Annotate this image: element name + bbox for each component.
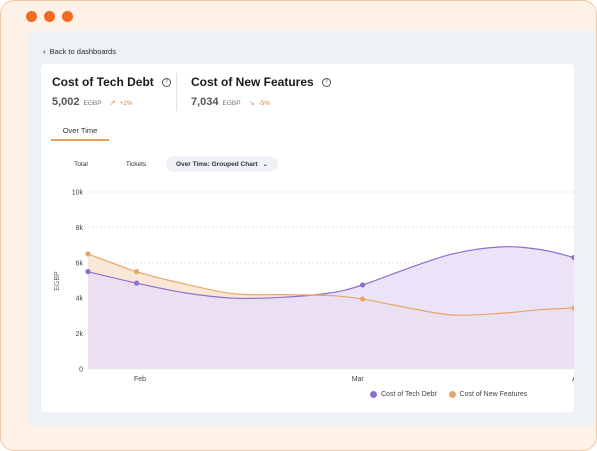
metric-title: Cost of Tech Debt [52, 75, 154, 89]
window-dot-maximize[interactable] [62, 11, 73, 22]
metric-new-features: Cost of New Features ? 7,034 EGBP ↘ -5% [191, 75, 331, 108]
y-tick-label: 0 [79, 367, 83, 374]
trend-down-icon: ↘ [248, 100, 255, 107]
series-line [87, 253, 574, 316]
y-axis-label: EGBP [54, 271, 61, 291]
y-tick-label: 2k [76, 331, 84, 338]
data-point[interactable] [571, 305, 574, 311]
chart-areas [88, 246, 574, 369]
y-tick-label: 10k [72, 190, 84, 197]
data-point[interactable] [85, 251, 91, 257]
chart-lines [87, 246, 574, 316]
data-point[interactable] [359, 296, 366, 302]
data-point[interactable] [571, 254, 574, 261]
series-area [88, 246, 574, 369]
help-icon[interactable]: ? [321, 77, 331, 87]
data-point[interactable] [359, 282, 366, 288]
metric-unit: EGBP [83, 100, 102, 107]
area-chart: 10k 8k 6k 4k 2k 0 Feb Mar Ap EGBP [54, 190, 574, 384]
chart-ticks: 10k 8k 6k 4k 2k 0 Feb Mar Ap [72, 190, 574, 384]
subtab-grouped-chart[interactable]: Over Time: Grouped Chart ⌄ [166, 156, 278, 172]
x-tick-label: Mar [352, 376, 365, 383]
back-link-label: Back to dashboards [49, 47, 116, 56]
metric-change: -5% [258, 100, 271, 107]
chart-mode-tabs: Total Tickets Over Time: Grouped Chart ⌄ [56, 156, 278, 172]
metric-unit: EGBP [222, 100, 241, 107]
y-tick-label: 6k [76, 260, 84, 267]
chart-legend: Cost of Tech Debt Cost of New Features [370, 391, 527, 398]
chevron-down-icon: ⌄ [262, 161, 268, 168]
legend-item-new-features[interactable]: Cost of New Features [448, 391, 528, 398]
subtab-tickets[interactable]: Tickets [125, 160, 147, 168]
metric-tech-debt: Cost of Tech Debt ? 5,002 EGBP ↗ +2% [52, 75, 171, 108]
legend-item-tech-debt[interactable]: Cost of Tech Debt [370, 391, 437, 398]
x-tick-label: Ap [572, 376, 574, 383]
data-point[interactable] [85, 269, 91, 275]
window-dot-minimize[interactable] [44, 11, 55, 22]
series-line [87, 246, 574, 300]
trend-up-icon: ↗ [109, 100, 116, 107]
legend-label: Cost of New Features [459, 391, 528, 398]
metric-title: Cost of New Features [191, 75, 314, 89]
data-point[interactable] [134, 280, 140, 286]
subtab-total[interactable]: Total [74, 160, 88, 168]
metric-divider [176, 73, 177, 111]
metric-value: 7,034 [191, 96, 219, 108]
window-controls [26, 11, 73, 22]
y-tick-label: 8k [76, 225, 84, 232]
chart-points [85, 251, 574, 311]
legend-label: Cost of Tech Debt [381, 391, 437, 398]
subtab-grouped-chart-label: Over Time: Grouped Chart [176, 160, 258, 168]
y-tick-label: 4k [76, 296, 84, 303]
help-icon[interactable]: ? [161, 77, 171, 87]
legend-marker [448, 391, 456, 398]
tab-over-time[interactable]: Over Time [51, 123, 109, 141]
metric-value: 5,002 [52, 96, 80, 108]
back-link[interactable]: ‹ Back to dashboards [43, 47, 116, 56]
legend-marker [370, 391, 377, 398]
chevron-left-icon: ‹ [43, 46, 46, 56]
x-tick-label: Feb [134, 376, 146, 383]
window-dot-close[interactable] [26, 11, 37, 22]
data-point[interactable] [134, 269, 140, 275]
metric-change: +2% [119, 100, 133, 107]
